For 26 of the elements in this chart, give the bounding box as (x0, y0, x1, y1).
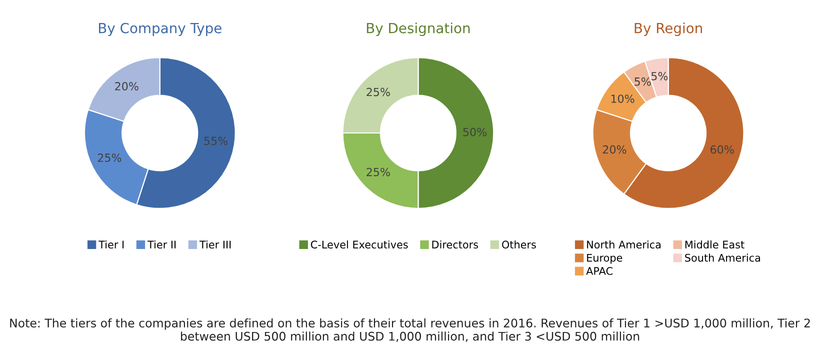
data-label: 50% (463, 128, 487, 136)
legend-label: Tier I (98, 240, 124, 249)
legend-label: Middle East (685, 240, 744, 249)
legend-label: Tier III (199, 240, 231, 249)
legend-label: North America (587, 240, 661, 249)
legend-label: C-Level Executives (310, 240, 408, 249)
data-label: 20% (115, 82, 138, 90)
legend-label: South America (685, 254, 760, 262)
chart-title: By Region (634, 22, 702, 36)
data-label: 10% (611, 94, 634, 103)
legend-label: Others (502, 240, 536, 249)
data-label: 25% (366, 168, 390, 176)
legend-label: APAC (586, 267, 612, 275)
legend-label: Tier II (147, 240, 176, 249)
legend-label: Europe (587, 254, 622, 264)
data-label: 55% (204, 136, 228, 146)
data-label: 5% (634, 77, 651, 86)
data-label: 5% (651, 72, 668, 80)
chart-title: By Company Type (98, 22, 222, 36)
chart-title: By Designation (366, 22, 470, 36)
data-label: 25% (98, 154, 122, 162)
data-label: 20% (602, 145, 626, 154)
data-label: 25% (366, 88, 390, 96)
legend-label: Directors (432, 240, 478, 249)
text: Note: The tiers of the companies are defined on the basis of their total revenues in 2016. Revenues of Tier 1 >USD 1,000 million, Tier 2 between USD 500 million and USD 1,000 million, and Tier 3 <USD 500 million (10, 318, 810, 342)
data-label: 60% (710, 145, 734, 154)
